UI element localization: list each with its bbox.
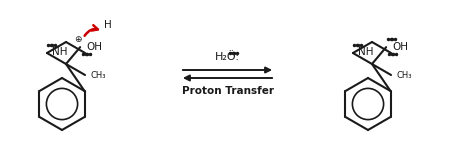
Text: CH₃: CH₃: [396, 71, 412, 80]
Text: H₂Ö:: H₂Ö:: [215, 52, 240, 62]
Text: OH: OH: [86, 42, 102, 52]
Text: CH₃: CH₃: [90, 71, 106, 80]
Text: H: H: [104, 20, 112, 30]
Text: OH: OH: [392, 42, 408, 52]
Text: NH: NH: [52, 47, 68, 57]
Text: Proton Transfer: Proton Transfer: [181, 86, 274, 96]
Text: NH: NH: [358, 47, 373, 57]
Text: ⊕: ⊕: [74, 35, 82, 44]
